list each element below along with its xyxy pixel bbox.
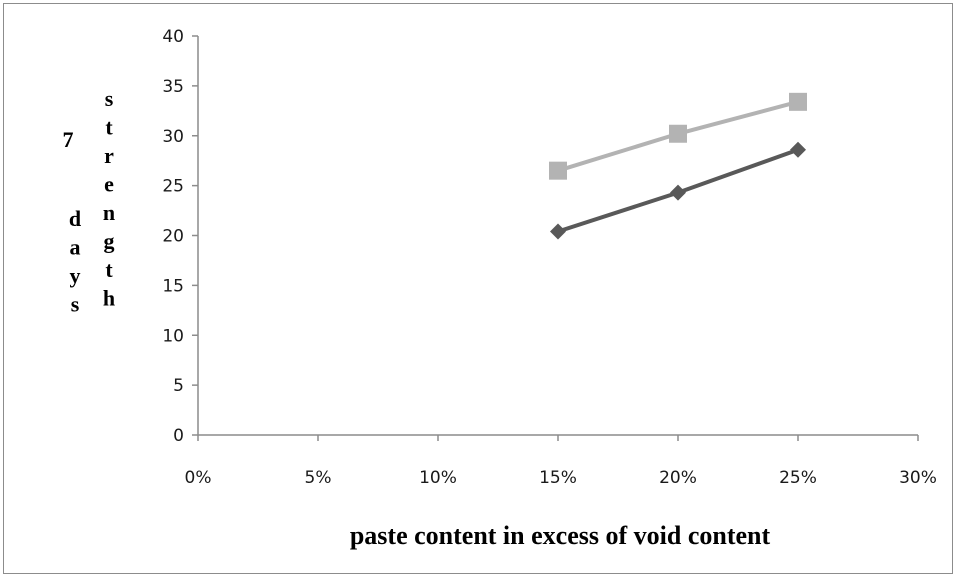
y-axis-label: 7 d a y s s t r e n g t h (63, 86, 116, 317)
x-tick-label: 20% (659, 468, 697, 488)
x-tick-label: 0% (185, 468, 212, 488)
x-tick-label: 10% (419, 468, 457, 488)
y-tick-labels: 0 5 10 15 20 25 30 35 40 (162, 27, 184, 446)
square-marker (669, 124, 687, 143)
diamond-marker (550, 223, 566, 240)
x-tick-label: 25% (779, 468, 817, 488)
x-tick-label: 30% (899, 468, 937, 488)
y-tick-label: 35 (162, 77, 184, 97)
series-layer (549, 92, 807, 240)
y-tick-label: 10 (162, 326, 184, 346)
y-tick-label: 40 (162, 27, 184, 47)
square-marker (549, 161, 567, 180)
y-tick-label: 20 (162, 227, 184, 247)
square-marker (789, 92, 807, 111)
diamond-marker (790, 141, 806, 158)
diamond-marker (670, 184, 686, 201)
x-tick-label: 15% (539, 468, 577, 488)
chart-frame: 0 5 10 15 20 25 30 35 40 0% 5% 10% 15% 20% 25% 30% pas… (3, 3, 953, 574)
x-axis-label: paste content in excess of void content (350, 521, 771, 550)
y-tick-label: 0 (173, 426, 184, 446)
y-tick-label: 25 (162, 177, 184, 197)
y-tick-label: 30 (162, 127, 184, 147)
axes (192, 35, 919, 441)
y-tick-label: 5 (173, 376, 184, 396)
x-tick-labels: 0% 5% 10% 15% 20% 25% 30% (185, 468, 937, 488)
y-tick-label: 15 (162, 276, 184, 296)
series-2 (550, 141, 806, 240)
line-chart: 0 5 10 15 20 25 30 35 40 0% 5% 10% 15% 20% 25% 30% pas… (63, 27, 937, 550)
series-1 (549, 92, 807, 180)
x-tick-label: 5% (305, 468, 332, 488)
y-label-seven: 7 (63, 127, 74, 152)
